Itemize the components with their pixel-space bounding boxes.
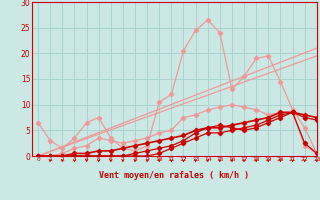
X-axis label: Vent moyen/en rafales ( km/h ): Vent moyen/en rafales ( km/h ) xyxy=(100,171,249,180)
